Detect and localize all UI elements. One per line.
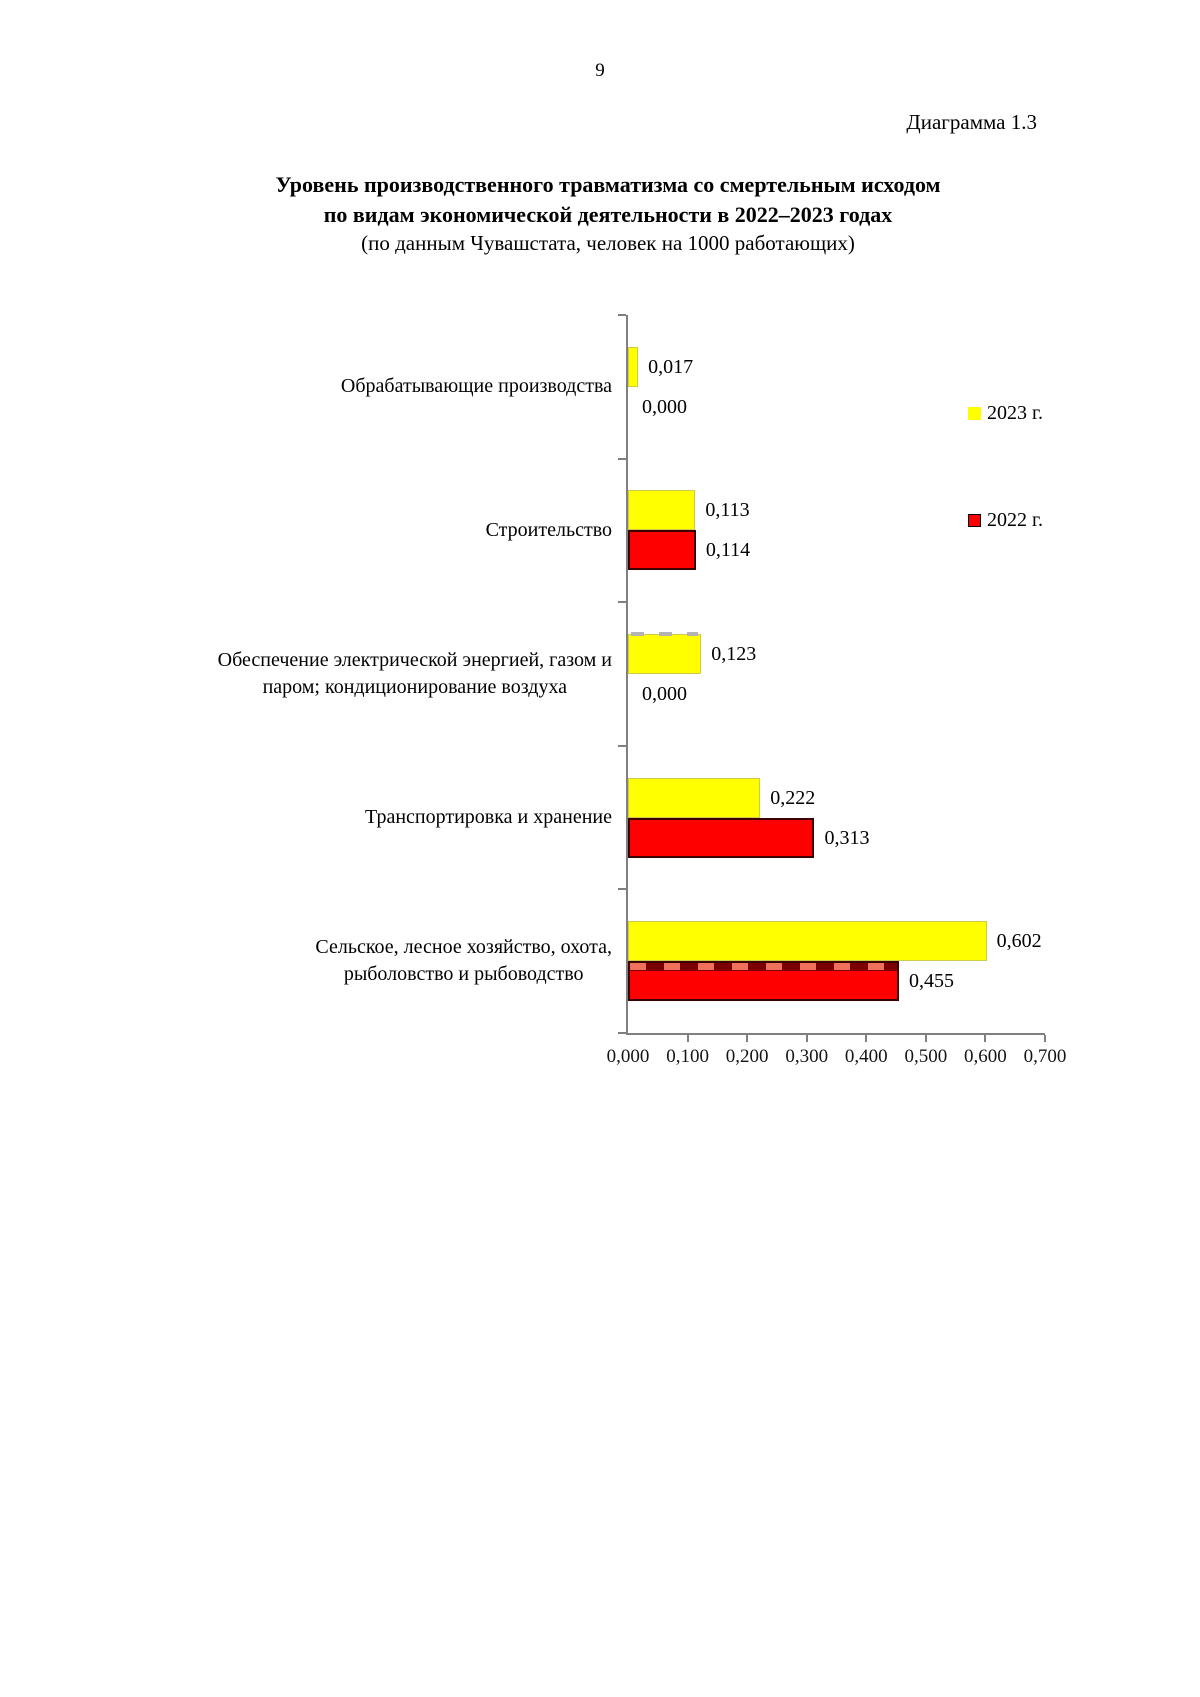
bar-value-label: 0,114	[705, 539, 751, 562]
x-axis-tick	[805, 1035, 808, 1042]
category-label: Обрабатывающие производства	[340, 375, 612, 398]
bar-value-label: 0,113	[705, 499, 750, 522]
bar-2023	[628, 490, 696, 531]
x-axis-tick	[686, 1035, 689, 1042]
y-axis-tick	[618, 601, 626, 604]
y-axis-tick	[618, 744, 626, 747]
category-label: Строительство	[485, 518, 612, 541]
bar-chart: 0,017 0,000 0,113 0,114 0,123 0,000 0,222 0,313…	[0, 314, 1200, 1105]
x-tick-label: 0,400	[844, 1046, 888, 1067]
plot-area: 0,017 0,000 0,113 0,114 0,123 0,000 0,222 0,313…	[626, 315, 1045, 1035]
x-axis-tick	[984, 1035, 987, 1042]
x-tick-label: 0,100	[666, 1046, 709, 1067]
bar-value-label: 0,222	[770, 786, 816, 809]
x-axis-tick	[865, 1035, 868, 1042]
bar-2023	[628, 921, 987, 962]
bar-2022	[628, 817, 815, 858]
legend-item-2023: 2023 г.	[968, 402, 1043, 425]
bar-value-label: 0,000	[642, 395, 687, 418]
chart-title-line2: по видам экономической деятельности в 20…	[323, 202, 893, 227]
x-tick-label: 0,000	[606, 1046, 650, 1067]
chart-title-line1: Уровень производственного травматизма со…	[275, 172, 941, 197]
y-axis-tick	[618, 888, 626, 891]
bar-value-label: 0,000	[642, 683, 687, 705]
bar-value-label: 0,602	[996, 930, 1042, 953]
y-axis-tick	[618, 1032, 626, 1034]
bar-2022	[628, 961, 900, 1002]
x-axis-tick	[746, 1035, 749, 1042]
bar-value-label: 0,123	[711, 643, 757, 665]
figure-label: Диаграмма 1.3	[906, 110, 1037, 134]
y-axis-tick	[618, 457, 626, 460]
chart-subtitle: (по данным Чувашстата, человек на 1000 р…	[361, 231, 855, 255]
y-axis-tick	[618, 314, 626, 316]
legend-item-2022: 2022 г.	[968, 509, 1043, 532]
bar-2023	[628, 632, 702, 674]
bar-2022	[628, 530, 696, 571]
x-tick-label: 0,600	[964, 1046, 1007, 1067]
category-label: Транспортировка и хранение	[365, 806, 612, 829]
legend-swatch-2022	[968, 514, 981, 527]
page-number: 9	[595, 60, 605, 81]
x-tick-label: 0,700	[1023, 1046, 1067, 1067]
category-label: Сельское, лесное хозяйство, охота, рыболо…	[315, 936, 612, 986]
legend-swatch-2023	[968, 407, 981, 420]
bar-2023	[628, 777, 761, 818]
bar-value-label: 0,017	[648, 355, 694, 378]
bar-value-label: 0,455	[909, 970, 955, 993]
x-tick-label: 0,500	[904, 1046, 948, 1067]
category-label: Обеспечение электрической энергией, газо…	[217, 648, 612, 698]
x-axis-tick	[924, 1035, 927, 1042]
x-axis-tick	[1044, 1035, 1046, 1042]
x-tick-label: 0,300	[785, 1046, 829, 1067]
bar-2023	[628, 346, 639, 387]
legend-label-2023: 2023 г.	[987, 402, 1043, 424]
x-tick-label: 0,200	[725, 1046, 769, 1067]
legend-label-2022: 2022 г.	[987, 509, 1043, 531]
bar-value-label: 0,313	[824, 826, 870, 849]
